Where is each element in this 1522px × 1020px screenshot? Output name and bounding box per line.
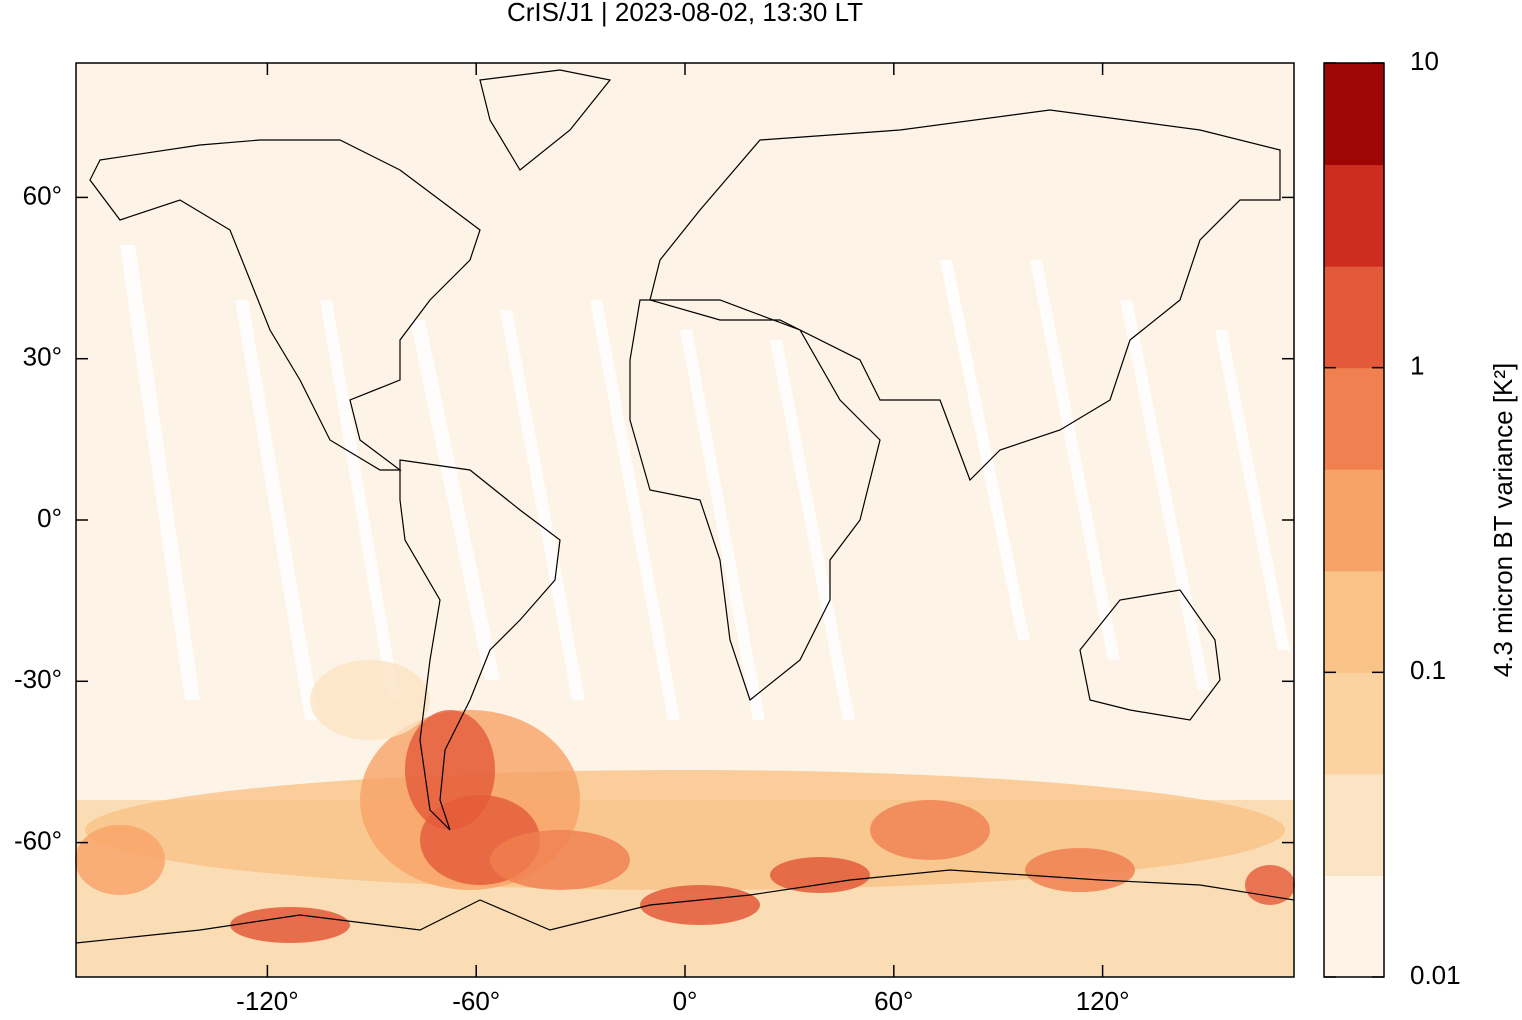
y-tick-label: 0° (37, 503, 62, 533)
orbit-gaps (120, 245, 1290, 720)
x-tick-label: 120° (1076, 986, 1130, 1016)
map (75, 62, 1295, 978)
colorbar-band (1324, 875, 1384, 978)
colorbar-band (1324, 164, 1384, 267)
y-tick-label: -30° (14, 664, 62, 694)
coastlines (75, 69, 1295, 944)
colorbar-band (1324, 367, 1384, 470)
colorbar-band (1324, 570, 1384, 673)
x-tick-label: 60° (874, 986, 913, 1016)
colorbar-tick-label: 10 (1410, 46, 1439, 76)
colorbar: 0.01 0.1 1 10 (1323, 46, 1461, 990)
x-tick-label: 0° (673, 986, 698, 1016)
colorbar-band (1324, 672, 1384, 775)
colorbar-frame (1323, 62, 1385, 978)
x-tick-label: -120° (236, 986, 298, 1016)
colorbar-tick-label: 1 (1410, 351, 1424, 381)
variance-field (75, 660, 1295, 977)
chart-title: CrIS/J1 | 2023-08-02, 13:30 LT (507, 0, 863, 27)
colorbar-band (1324, 773, 1384, 876)
colorbar-label: 4.3 micron BT variance [K²] (1488, 363, 1518, 678)
colorbar-band (1324, 266, 1384, 369)
colorbar-band (1324, 469, 1384, 572)
colorbar-tick-label: 0.1 (1410, 655, 1446, 685)
colorbar-tick-label: 0.01 (1410, 960, 1461, 990)
y-tick-label: 30° (23, 342, 62, 372)
y-tick-label: -60° (14, 825, 62, 855)
y-tick-label: 60° (23, 180, 62, 210)
x-tick-label: -60° (452, 986, 500, 1016)
colorbar-band (1324, 63, 1384, 166)
